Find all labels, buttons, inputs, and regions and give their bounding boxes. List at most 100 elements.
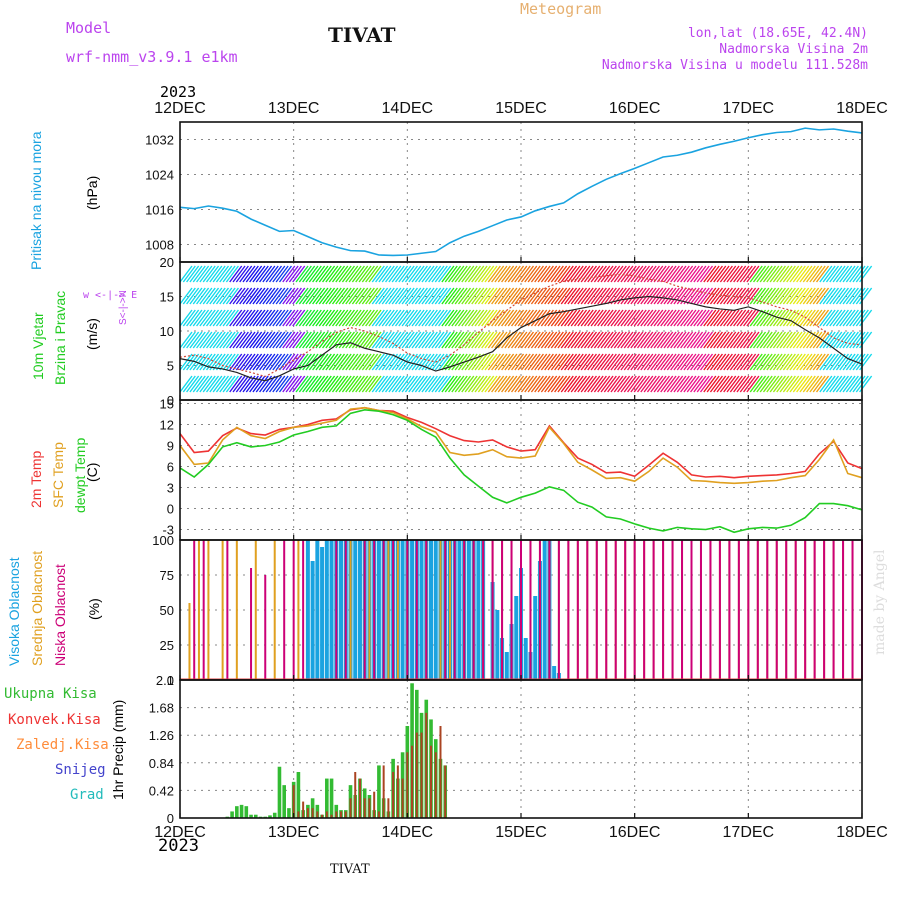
low-cloud-bar <box>652 540 655 680</box>
conv-rain-bar <box>368 798 371 818</box>
wind-barb <box>414 331 428 349</box>
y-tick-label: 75 <box>160 568 174 583</box>
wind-barb <box>792 353 806 371</box>
wind-barb <box>782 331 796 349</box>
wind-barb <box>597 353 611 371</box>
wind-barb <box>666 309 680 327</box>
wind-barb <box>391 287 405 305</box>
wind-barb <box>302 287 316 305</box>
wind-barb <box>583 309 598 327</box>
wind-barb <box>673 309 687 327</box>
low-cloud-bar <box>633 540 636 680</box>
wind-barb <box>583 353 598 371</box>
wind-barb <box>832 287 846 305</box>
wind-barb <box>726 331 740 349</box>
wind-barb <box>663 375 677 393</box>
conv-rain-bar <box>420 732 423 818</box>
wind-barb <box>617 375 631 393</box>
legend-frozen-rain: Zaledj.Kisa <box>16 737 109 753</box>
wind-barb <box>504 353 518 371</box>
wind-barb <box>302 309 316 327</box>
wind-barb <box>464 265 478 283</box>
wind-barb <box>262 331 276 349</box>
wind-barb <box>471 353 485 371</box>
wind-barb <box>318 309 332 327</box>
wind-barb <box>577 309 591 327</box>
wind-barb <box>689 331 704 349</box>
wind-barb <box>580 265 594 283</box>
wind-barb <box>544 331 558 349</box>
wind-barb <box>593 375 607 393</box>
wind-barb <box>186 375 200 393</box>
wind-barb <box>381 353 395 371</box>
wind-barb <box>825 375 840 393</box>
wind-barb <box>769 287 783 305</box>
wind-barb <box>474 375 488 393</box>
conv-rain-bar <box>382 765 385 818</box>
wind-barb <box>577 287 591 305</box>
wind-barb <box>839 309 853 327</box>
wind-barb <box>557 353 571 371</box>
conv-rain-bar <box>306 808 309 818</box>
wind-barb <box>315 331 329 349</box>
wind-barb <box>398 331 412 349</box>
wind-barb <box>680 353 694 371</box>
wind-barb <box>696 309 710 327</box>
wind-barb <box>404 331 418 349</box>
y-tick-label: 1016 <box>145 203 174 218</box>
wind-barb <box>378 353 392 371</box>
wind-barb <box>743 353 757 371</box>
wind-barb <box>268 287 283 305</box>
wind-barb <box>646 331 661 349</box>
wind-barb <box>749 353 763 371</box>
wind-barb <box>341 331 356 349</box>
wind-barb <box>275 331 289 349</box>
total-rain-bar <box>377 765 381 818</box>
wind-barb <box>341 309 356 327</box>
wind-barb <box>182 353 196 371</box>
wind-barb <box>368 287 382 305</box>
wind-barb <box>709 309 724 327</box>
wind-barb <box>540 309 554 327</box>
wind-barb <box>441 331 455 349</box>
wind-barb <box>239 353 253 371</box>
wind-barb <box>636 287 651 305</box>
wind-barb <box>428 287 442 305</box>
total-rain-bar <box>272 812 277 818</box>
low-cloud-bar <box>785 540 788 680</box>
wind-barb <box>252 331 266 349</box>
wind-barb <box>799 353 813 371</box>
wind-barb <box>749 265 763 283</box>
wind-barb <box>580 375 594 393</box>
wind-barb <box>348 265 362 283</box>
wind-barb <box>514 287 528 305</box>
wind-barb <box>345 287 359 305</box>
wind-barb <box>573 309 588 327</box>
wind-barb <box>338 331 352 349</box>
wind-barb <box>719 265 733 283</box>
y-tick-label: 1024 <box>145 168 174 183</box>
wind-barb <box>285 265 299 283</box>
conv-rain-bar <box>444 765 447 818</box>
wind-barb <box>709 353 724 371</box>
wind-barb <box>325 287 339 305</box>
wind-barb <box>259 265 273 283</box>
wind-barb <box>676 265 690 283</box>
wind-barb <box>587 375 601 393</box>
wind-barb <box>759 309 773 327</box>
wind-barb <box>454 287 468 305</box>
wind-barb <box>272 331 286 349</box>
wind-barb <box>411 309 425 327</box>
wind-barb <box>487 375 501 393</box>
wind-compass: w <-|-> E <box>83 290 138 301</box>
wind-barb <box>196 375 210 393</box>
wind-barb <box>219 353 233 371</box>
wind-barb <box>282 331 296 349</box>
wind-barb <box>650 265 664 283</box>
wind-barb <box>358 309 372 327</box>
wind-barb <box>766 309 780 327</box>
low-cloud-bar <box>804 540 807 680</box>
wind-barb <box>517 309 531 327</box>
wind-barb <box>520 309 535 327</box>
wind-barb <box>739 309 753 327</box>
